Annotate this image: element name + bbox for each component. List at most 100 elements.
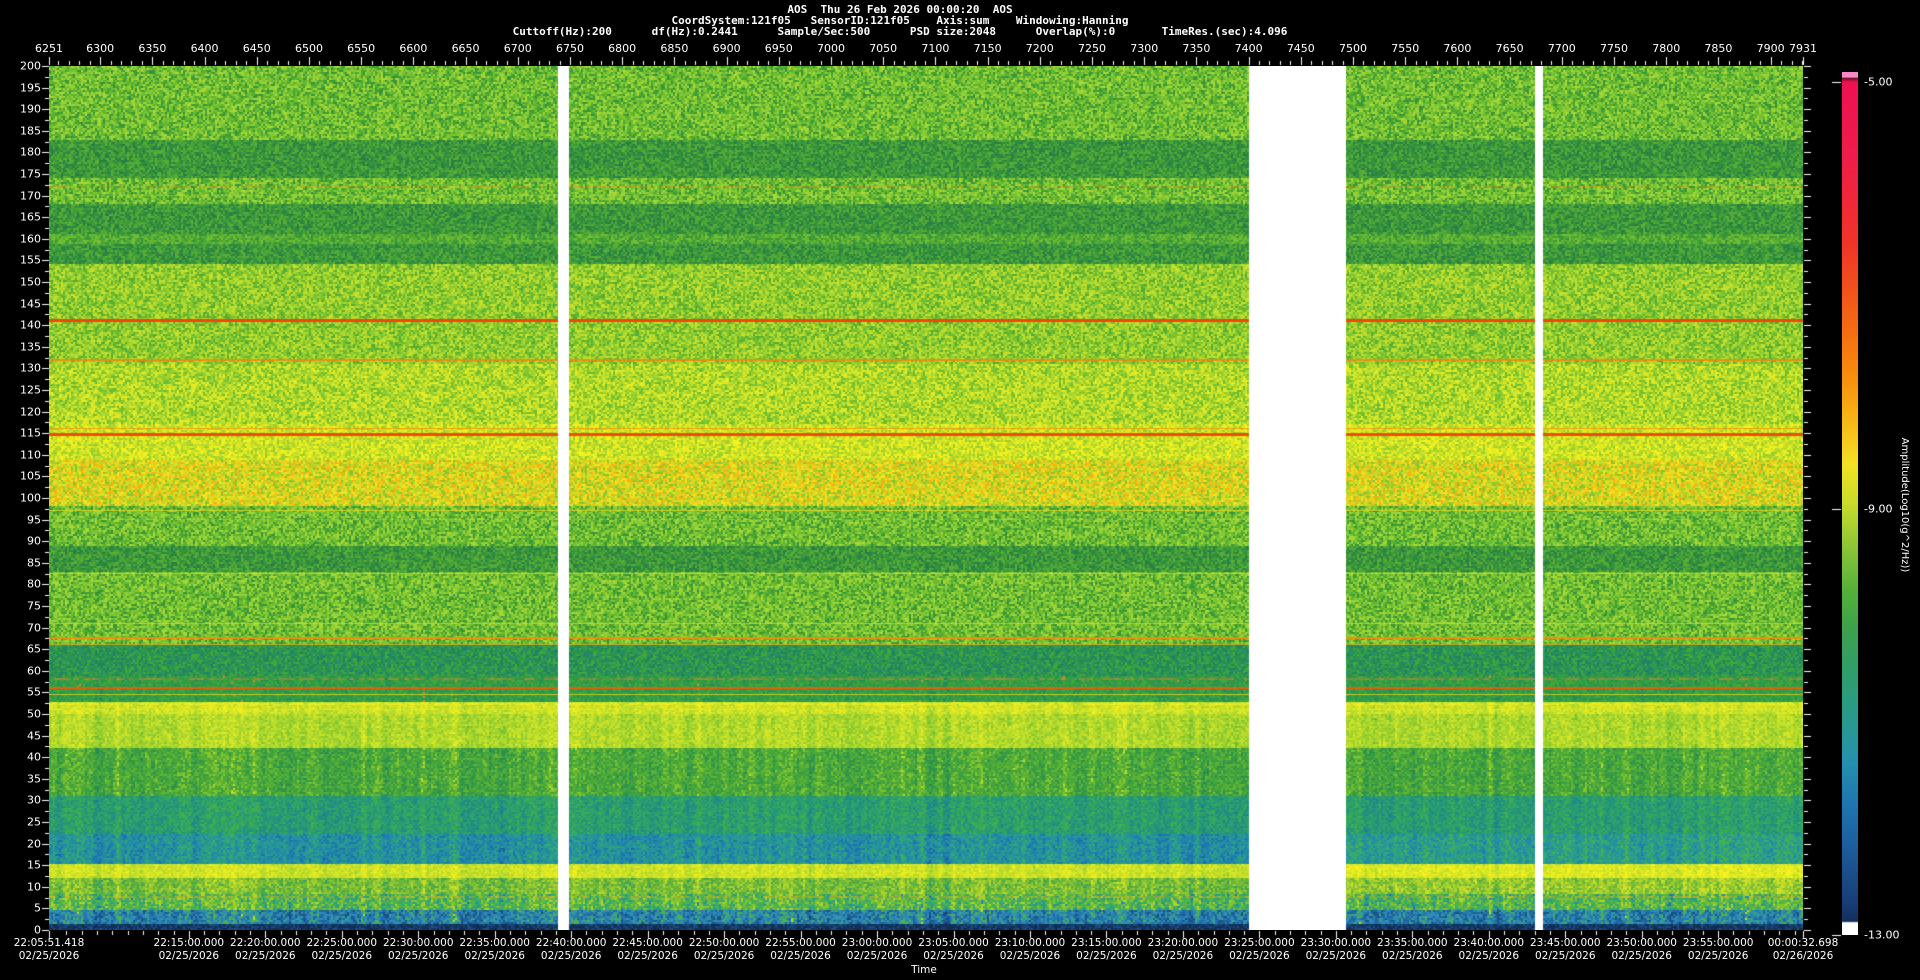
date-tick-label: 02/25/2026 <box>1076 950 1137 962</box>
record-axis-label: 6950 <box>764 42 793 55</box>
spectrogram-plot <box>49 66 1803 930</box>
frequency-axis-label: 100 <box>20 491 41 505</box>
colorbar-gradient <box>1842 72 1858 935</box>
frequency-axis-label: 70 <box>27 621 41 635</box>
frequency-axis-label: 75 <box>27 599 41 613</box>
record-axis-label: 7100 <box>921 42 950 55</box>
date-tick-label: 02/25/2026 <box>1229 950 1290 962</box>
time-tick-label: 23:00:00.000 <box>841 937 913 949</box>
date-tick-label: 02/26/2026 <box>1772 950 1834 962</box>
record-axis-label: 7250 <box>1078 42 1106 55</box>
colorbar-tick-label: -13.00 <box>1864 928 1900 942</box>
time-tick-label: 00:00:32.698 <box>1767 937 1839 949</box>
frequency-axis-label: 165 <box>20 210 41 224</box>
date-tick-label: 02/25/2026 <box>1458 950 1520 962</box>
date-tick-label: 02/25/2026 <box>1305 950 1367 962</box>
time-tick-label: 22:55:00.000 <box>765 937 836 949</box>
frequency-axis-label: 135 <box>20 340 41 354</box>
frequency-axis-label: 10 <box>27 880 41 894</box>
record-axis-label: 7150 <box>973 42 1002 55</box>
frequency-axis-label: 120 <box>20 405 41 419</box>
date-tick-label: 02/25/2026 <box>1382 950 1443 962</box>
record-axis-label: 7450 <box>1286 42 1315 55</box>
time-tick-label: 23:10:00.000 <box>994 937 1066 949</box>
date-tick-label: 02/25/2026 <box>387 950 449 962</box>
record-axis-label: 6300 <box>86 42 115 55</box>
record-axis-label: 7200 <box>1025 42 1054 55</box>
date-tick-label: 02/25/2026 <box>235 950 296 962</box>
record-axis-label: 6600 <box>399 42 428 55</box>
frequency-axis-label: 145 <box>20 297 41 311</box>
date-tick-label: 02/25/2026 <box>693 950 755 962</box>
record-axis-label: 7800 <box>1652 42 1681 55</box>
frequency-axis-label: 90 <box>27 534 41 548</box>
frequency-axis-label: 190 <box>20 102 41 116</box>
frequency-axis-label: 115 <box>20 426 41 440</box>
date-tick-label: 02/25/2026 <box>999 950 1061 962</box>
record-axis-label: 6850 <box>660 42 689 55</box>
record-axis-label: 6400 <box>190 42 219 55</box>
time-tick-label: 22:45:00.000 <box>612 937 683 949</box>
frequency-axis-label: 45 <box>27 729 41 743</box>
record-axis-label: 6900 <box>712 42 741 55</box>
frequency-axis-label: 25 <box>27 815 41 829</box>
record-axis-label: 6251 <box>35 42 63 55</box>
frequency-axis-label: 110 <box>20 448 41 462</box>
colorbar-tick-label: -9.00 <box>1864 502 1893 516</box>
frequency-axis-label: 185 <box>20 124 41 138</box>
record-axis-label: 7500 <box>1339 42 1367 55</box>
date-tick-label: 02/25/2026 <box>1687 950 1749 962</box>
record-axis-label: 6550 <box>347 42 376 55</box>
record-axis-label: 7050 <box>869 42 898 55</box>
frequency-axis-label: 0 <box>34 923 41 937</box>
date-tick-label: 02/25/2026 <box>1152 950 1214 962</box>
record-axis-label: 7650 <box>1495 42 1524 55</box>
record-axis-label: 7700 <box>1547 42 1576 55</box>
frequency-axis-label: 85 <box>27 556 41 570</box>
record-axis-label: 7931 <box>1789 42 1817 55</box>
frequency-axis-label: 5 <box>34 901 41 915</box>
date-tick-label: 02/25/2026 <box>923 950 984 962</box>
time-tick-label: 22:05:51.418 <box>13 937 85 949</box>
time-tick-label: 23:50:00.000 <box>1606 937 1677 949</box>
date-tick-label: 02/25/2026 <box>158 950 220 962</box>
date-tick-label: 02/25/2026 <box>464 950 525 962</box>
frequency-axis-label: 175 <box>20 167 41 181</box>
date-tick-label: 02/25/2026 <box>617 950 678 962</box>
colorbar-tick-label: -5.00 <box>1864 75 1893 89</box>
time-tick-label: 23:05:00.000 <box>918 937 989 949</box>
record-axis-label: 6350 <box>138 42 167 55</box>
time-tick-label: 22:35:00.000 <box>459 937 530 949</box>
frequency-axis-label: 15 <box>27 858 41 872</box>
header-params-line2: Cuttoff(Hz):200 df(Hz):0.2441 Sample/Sec… <box>512 25 1288 38</box>
time-tick-label: 22:50:00.000 <box>688 937 760 949</box>
frequency-axis-label: 30 <box>27 793 41 807</box>
frequency-axis-label: 130 <box>20 361 41 375</box>
time-tick-label: 23:40:00.000 <box>1453 937 1525 949</box>
frequency-axis-label: 170 <box>20 189 41 203</box>
time-tick-label: 23:30:00.000 <box>1300 937 1372 949</box>
frequency-axis-label: 125 <box>20 383 41 397</box>
time-tick-label: 22:40:00.000 <box>535 937 607 949</box>
frequency-axis-label: 155 <box>20 253 41 267</box>
record-axis-label: 6650 <box>451 42 480 55</box>
time-tick-label: 22:15:00.000 <box>153 937 225 949</box>
record-axis-label: 7350 <box>1182 42 1211 55</box>
colorbar <box>1842 72 1858 935</box>
time-tick-label: 23:20:00.000 <box>1147 937 1219 949</box>
date-tick-label: 02/25/2026 <box>846 950 908 962</box>
frequency-axis-label: 150 <box>20 275 41 289</box>
colorbar-title: Amplitude(Log10(g^2/Hz)) <box>1899 437 1910 573</box>
time-tick-label: 23:15:00.000 <box>1071 937 1142 949</box>
record-axis-label: 7400 <box>1234 42 1263 55</box>
frequency-axis-label: 95 <box>27 513 41 527</box>
time-axis-title: Time <box>911 964 937 976</box>
time-tick-label: 22:20:00.000 <box>230 937 301 949</box>
frequency-axis-label: 20 <box>27 837 41 851</box>
frequency-axis-label: 160 <box>20 232 41 246</box>
record-axis-label: 6800 <box>608 42 637 55</box>
record-axis-label: 6500 <box>294 42 323 55</box>
frequency-axis-label: 105 <box>20 469 41 483</box>
frequency-axis-label: 60 <box>27 664 41 678</box>
